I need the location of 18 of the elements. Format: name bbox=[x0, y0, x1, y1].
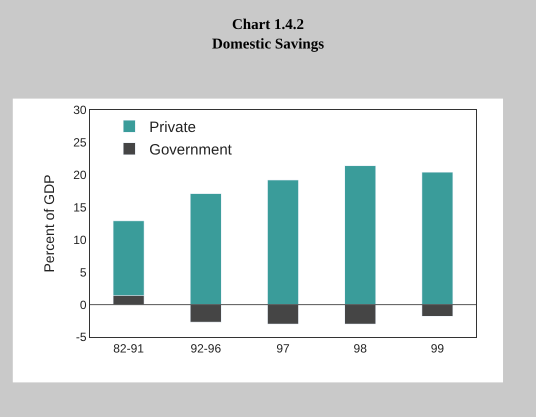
x-tick-label: 82-91 bbox=[113, 341, 144, 356]
x-tick-label: 98 bbox=[354, 341, 368, 356]
y-tick-label: 0 bbox=[80, 298, 87, 312]
y-tick-label: 10 bbox=[73, 232, 87, 247]
x-tick-label: 97 bbox=[276, 341, 290, 356]
y-tick-label: 30 bbox=[73, 103, 87, 118]
y-tick-label: 15 bbox=[73, 200, 87, 214]
chart-title: Chart 1.4.2 bbox=[232, 17, 304, 34]
y-tick-label: -5 bbox=[76, 330, 87, 344]
x-tick-label: 99 bbox=[430, 341, 444, 356]
y-axis-title: Percent of GDP bbox=[40, 174, 57, 273]
y-tick-label: 25 bbox=[73, 136, 87, 150]
y-tick-label: 5 bbox=[80, 265, 87, 280]
x-tick-label: 92-96 bbox=[190, 341, 222, 356]
y-tick-label: 20 bbox=[73, 168, 87, 182]
chart-subtitle: Domestic Savings bbox=[212, 36, 324, 53]
legend-label: Government bbox=[149, 142, 233, 159]
legend-label: Private bbox=[149, 119, 196, 136]
